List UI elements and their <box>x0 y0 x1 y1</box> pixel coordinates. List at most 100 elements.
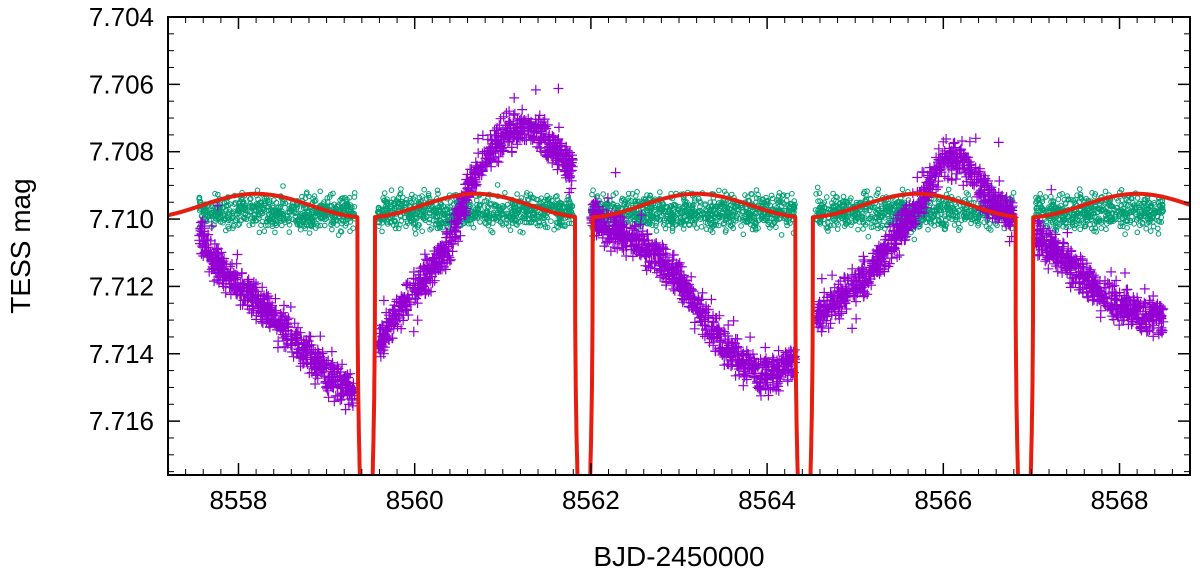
residual-point <box>337 197 343 203</box>
residual-point <box>235 222 242 228</box>
residual-point <box>303 221 310 228</box>
residual-point <box>840 193 847 200</box>
residual-point <box>220 219 226 226</box>
observed-point <box>745 332 756 343</box>
residual-point <box>322 222 328 229</box>
residual-point <box>321 199 327 205</box>
residual-point <box>279 222 285 229</box>
residual-point <box>1071 225 1078 232</box>
residual-point <box>1048 193 1054 200</box>
residual-point <box>334 202 341 208</box>
residual-point <box>830 190 836 197</box>
residual-point <box>421 186 428 193</box>
residual-point <box>238 217 245 223</box>
observed-point <box>553 83 564 94</box>
residual-point <box>329 226 335 233</box>
residual-point <box>294 221 301 228</box>
residual-point <box>1134 229 1141 236</box>
residual-point <box>925 226 931 233</box>
residual-point <box>507 227 514 233</box>
residual-point <box>875 225 881 232</box>
residual-point <box>261 195 268 202</box>
residual-point <box>211 209 217 215</box>
residual-point <box>412 231 419 237</box>
residual-point <box>1147 228 1154 234</box>
residual-point <box>324 199 331 205</box>
residual-point <box>698 224 705 230</box>
observed-point <box>509 92 520 103</box>
residual-point <box>657 189 663 195</box>
residual-series <box>196 182 1166 243</box>
residual-point <box>1076 186 1083 192</box>
residual-point <box>286 208 293 215</box>
residual-point <box>1134 195 1141 201</box>
residual-point <box>212 190 218 197</box>
residual-point <box>951 222 958 228</box>
residual-point <box>300 205 307 212</box>
residual-point <box>518 195 525 201</box>
residual-point <box>738 223 744 229</box>
residual-point <box>282 200 289 206</box>
residual-point <box>379 228 385 235</box>
residual-point <box>209 209 215 216</box>
residual-point <box>388 187 395 193</box>
residual-point <box>343 220 350 227</box>
residual-point <box>899 186 906 193</box>
residual-point <box>548 218 554 224</box>
residual-point <box>470 224 477 231</box>
residual-point <box>236 203 243 210</box>
residual-point <box>1155 231 1162 237</box>
residual-point <box>248 202 255 209</box>
residual-point <box>274 212 281 219</box>
observed-point <box>408 326 419 337</box>
residual-point <box>426 219 432 226</box>
residual-point <box>435 190 441 197</box>
observed-point <box>517 104 528 115</box>
residual-point <box>280 200 286 207</box>
residual-point <box>1102 188 1109 195</box>
residual-point <box>272 229 278 236</box>
residual-point <box>261 228 268 234</box>
residual-point <box>343 204 350 210</box>
residual-point <box>600 191 607 197</box>
observed-point <box>285 302 296 312</box>
residual-point <box>434 187 441 194</box>
residual-point <box>1077 226 1083 233</box>
observed-point <box>378 295 389 306</box>
residual-point <box>286 215 293 222</box>
residual-point <box>297 226 304 233</box>
residual-point <box>340 217 347 223</box>
residual-point <box>226 225 232 232</box>
residual-point <box>229 211 235 217</box>
residual-point <box>1122 231 1128 237</box>
residual-point <box>227 201 233 207</box>
residual-point <box>344 201 350 208</box>
residual-point <box>273 199 280 206</box>
residual-point <box>865 233 872 240</box>
residual-point <box>338 229 345 235</box>
residual-point <box>504 201 511 208</box>
residual-point <box>286 229 293 235</box>
residual-point <box>335 232 342 238</box>
residual-point <box>237 200 243 207</box>
residual-point <box>200 206 207 213</box>
residual-point <box>311 193 318 199</box>
residual-point <box>778 232 785 238</box>
residual-point <box>447 199 454 205</box>
residual-point <box>1098 225 1105 231</box>
residual-point <box>267 201 273 208</box>
residual-point <box>347 206 354 213</box>
residual-point <box>249 221 256 228</box>
residual-point <box>347 228 353 234</box>
residual-point <box>266 216 273 223</box>
residual-point <box>1103 226 1109 233</box>
residual-point <box>292 210 298 217</box>
residual-point <box>322 212 329 218</box>
residual-point <box>814 184 821 191</box>
residual-point <box>306 209 312 215</box>
residual-point <box>260 205 267 212</box>
residual-point <box>1150 223 1157 230</box>
residual-point <box>250 218 256 224</box>
residual-point <box>323 215 330 222</box>
